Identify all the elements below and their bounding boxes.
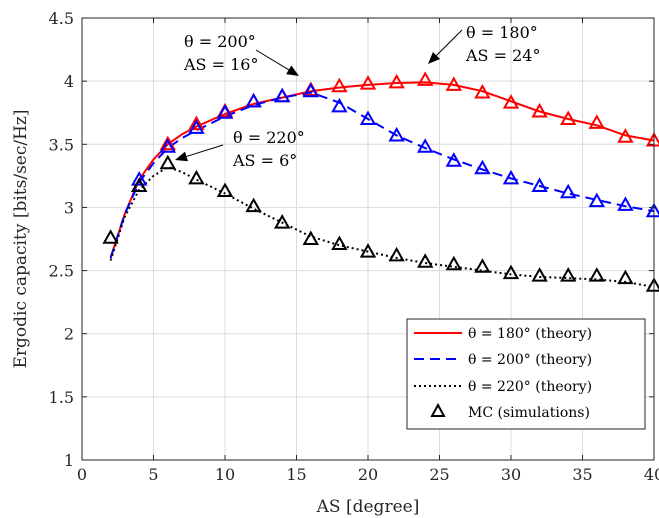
mc-marker-200 bbox=[159, 138, 177, 153]
mc-marker-200 bbox=[188, 119, 205, 134]
mc-marker-220 bbox=[245, 197, 262, 213]
mc-marker-220 bbox=[102, 229, 119, 244]
annotation-180-line1: θ = 180° bbox=[466, 23, 538, 42]
annotation-180-line2: AS = 24° bbox=[465, 46, 540, 65]
mc-marker-180 bbox=[159, 135, 177, 151]
annotation-200-line2: AS = 16° bbox=[183, 55, 258, 74]
mc-marker-200 bbox=[588, 192, 606, 208]
mc-marker-220 bbox=[416, 253, 434, 268]
y-tick-label: 1 bbox=[64, 451, 74, 470]
mc-marker-220 bbox=[588, 267, 606, 282]
mc-marker-200 bbox=[302, 82, 320, 98]
mc-marker-180 bbox=[416, 71, 434, 86]
annotation-180-arrow-head bbox=[428, 51, 441, 64]
legend-swatch-mc bbox=[430, 402, 446, 417]
mc-marker-180 bbox=[388, 73, 405, 89]
mc-marker-180 bbox=[531, 102, 548, 118]
y-tick-label: 4 bbox=[64, 72, 74, 91]
mc-marker-220 bbox=[331, 235, 348, 251]
mc-marker-200 bbox=[245, 92, 262, 108]
annotation-220-line1: θ = 220° bbox=[233, 128, 305, 147]
x-tick-label: 25 bbox=[429, 465, 449, 484]
mc-marker-220 bbox=[130, 177, 148, 192]
mc-marker-200 bbox=[617, 196, 634, 211]
mc-marker-180 bbox=[445, 76, 463, 91]
mc-marker-200 bbox=[388, 126, 405, 142]
mc-marker-180 bbox=[188, 115, 205, 131]
mc-marker-200 bbox=[445, 152, 463, 167]
x-tick-label: 0 bbox=[77, 465, 87, 484]
y-tick-label: 3 bbox=[64, 198, 74, 217]
x-tick-label: 30 bbox=[501, 465, 521, 484]
x-axis-label: AS [degree] bbox=[316, 497, 420, 517]
annotation-220-arrow-head bbox=[175, 151, 188, 162]
mc-marker-200 bbox=[474, 159, 491, 175]
y-tick-label: 2.5 bbox=[49, 262, 74, 281]
theory-line-200 bbox=[109, 91, 655, 259]
mc-marker-180 bbox=[617, 128, 634, 143]
annotation-220-line2: AS = 6° bbox=[232, 151, 297, 170]
mc-marker-180 bbox=[359, 75, 377, 90]
annotation-200-arrow-head bbox=[286, 65, 299, 76]
mc-marker-200 bbox=[502, 169, 520, 185]
mc-marker-180 bbox=[331, 77, 348, 93]
mc-marker-220 bbox=[474, 258, 491, 273]
mc-marker-220 bbox=[559, 267, 577, 282]
mc-marker-220 bbox=[159, 154, 177, 170]
mc-marker-200 bbox=[416, 138, 434, 153]
y-tick-label: 3.5 bbox=[49, 135, 74, 154]
mc-marker-220 bbox=[445, 255, 463, 271]
legend-label-200: θ = 200° (theory) bbox=[468, 352, 592, 368]
mc-marker-200 bbox=[331, 97, 348, 113]
mc-marker-200 bbox=[216, 104, 234, 119]
x-tick-label: 10 bbox=[215, 465, 235, 484]
mc-marker-200 bbox=[559, 183, 577, 199]
y-tick-label: 2 bbox=[64, 325, 74, 344]
legend-label-180: θ = 180° (theory) bbox=[468, 326, 592, 342]
mc-marker-220 bbox=[302, 230, 320, 245]
legend-label-220: θ = 220° (theory) bbox=[468, 379, 592, 395]
mc-marker-220 bbox=[216, 182, 234, 198]
mc-marker-220 bbox=[502, 264, 520, 280]
mc-marker-220 bbox=[388, 246, 405, 262]
mc-marker-200 bbox=[130, 171, 148, 186]
mc-marker-220 bbox=[188, 169, 205, 185]
legend: θ = 180° (theory) θ = 200° (theory) θ = … bbox=[406, 318, 646, 430]
y-tick-label: 4.5 bbox=[49, 9, 74, 28]
annotations: θ = 200° AS = 16° θ = 180° AS = 24° θ = 220°… bbox=[175, 23, 540, 170]
y-tick-label: 1.5 bbox=[49, 388, 74, 407]
x-tick-label: 20 bbox=[358, 465, 378, 484]
mc-marker-180 bbox=[559, 110, 577, 126]
mc-marker-220 bbox=[617, 269, 634, 285]
annotation-180-arrow-line bbox=[436, 29, 463, 56]
mc-marker-220 bbox=[273, 214, 291, 229]
annotation-200-line1: θ = 200° bbox=[184, 32, 256, 51]
mc-marker-180 bbox=[502, 94, 520, 109]
annotation-200-arrow-line bbox=[255, 49, 289, 71]
x-tick-label: 35 bbox=[572, 465, 592, 484]
mc-marker-200 bbox=[273, 87, 291, 103]
simulation-markers bbox=[102, 71, 659, 292]
x-tick-label: 15 bbox=[286, 465, 306, 484]
mc-marker-200 bbox=[531, 177, 548, 192]
legend-label-mc: MC (simulations) bbox=[468, 405, 590, 421]
axis-ticks: 0 5 10 15 20 25 30 35 40 1 1.5 2 2.5 3 3.5 4 4.5 bbox=[49, 9, 659, 484]
annotation-220-arrow-line bbox=[186, 144, 224, 157]
legend-box bbox=[406, 318, 646, 430]
mc-marker-220 bbox=[531, 267, 548, 282]
x-tick-label: 40 bbox=[644, 465, 659, 484]
y-axis-label: Ergodic capacity [bits/sec/Hz] bbox=[11, 109, 31, 368]
mc-marker-180 bbox=[588, 114, 606, 129]
mc-marker-180 bbox=[474, 83, 491, 99]
x-tick-label: 5 bbox=[148, 465, 158, 484]
mc-marker-200 bbox=[359, 110, 377, 126]
mc-marker-220 bbox=[359, 243, 377, 258]
